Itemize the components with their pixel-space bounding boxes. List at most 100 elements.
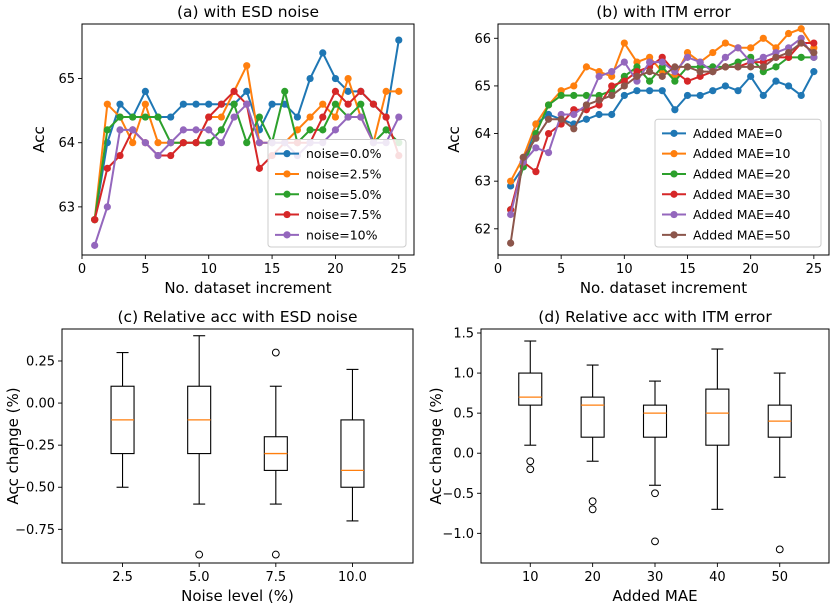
axes-frame [480,328,830,564]
data-point [544,101,553,109]
data-point [608,68,616,76]
data-point [797,91,805,100]
data-point [772,53,780,61]
data-point [721,82,730,90]
legend-swatch-marker [670,231,678,239]
data-point [759,63,767,71]
data-point [129,126,137,134]
x-tick-label: 5 [141,262,149,277]
y-tick-label: 66 [474,32,491,47]
y-tick-label: 65 [474,79,491,94]
legend-label: Added MAE=50 [693,227,790,242]
x-axis-label: Noise level (%) [181,587,294,605]
outlier-point [651,489,659,498]
data-point [217,100,225,108]
y-tick-label: 1.5 [453,327,474,342]
data-point [395,87,403,95]
legend-swatch-marker [670,129,678,137]
data-point [658,87,666,95]
data-point [103,164,111,172]
data-point [357,113,365,121]
legend-frame [267,139,407,248]
outlier-point [651,537,659,546]
data-point [116,151,124,160]
data-point [382,113,390,121]
data-point [205,126,213,134]
y-tick-label: −0.5 [442,487,474,502]
x-tick-label: 0 [78,262,86,277]
legend: Added MAE=0 Added MAE=10 Added MAE=20 Added… [654,118,822,248]
data-point [532,144,540,152]
data-point [154,113,162,121]
data-point [721,53,730,61]
data-point [696,58,704,66]
data-point [570,82,578,90]
box-10 [518,340,543,474]
data-point [658,58,666,66]
data-point [620,39,628,47]
data-point [395,36,403,44]
box-50 [767,372,792,554]
data-point [293,113,302,121]
data-point [747,44,755,52]
data-point [331,126,340,134]
legend-label: Added MAE=30 [693,187,790,202]
data-point [255,164,264,172]
data-point [306,74,314,83]
data-point [141,139,149,147]
data-point [646,58,654,66]
data-point [319,49,327,57]
data-point [544,115,553,123]
box-body [340,419,365,488]
panel-d: (d) Relative acc with ITM error 10 20 30 40 5… [427,308,830,605]
x-tick-label: 5 [557,262,565,277]
outlier-point [588,505,597,514]
data-point [646,77,654,85]
x-tick-label: 25 [391,262,408,277]
data-point [507,177,515,185]
data-point [608,82,616,90]
data-point [633,87,641,95]
legend-swatch-marker [283,150,291,158]
legend-label: noise=7.5% [306,207,382,222]
data-point [759,53,767,61]
data-point [557,91,565,100]
data-point [205,113,213,121]
data-point [319,100,327,108]
data-point [747,63,755,71]
data-point [747,72,755,80]
panel-title: (c) Relative acc with ESD noise [118,308,358,326]
x-axis-label: Added MAE [612,587,697,605]
outlier-point [271,348,280,357]
data-point [544,148,553,157]
panel-c: (c) Relative acc with ESD noise 2.5 5.0 7.5… [4,308,414,605]
x-tick-label: 5.0 [189,570,210,585]
y-tick-label: −0.75 [15,523,55,538]
legend-label: Added MAE=40 [693,207,790,222]
x-tick-label: 50 [771,570,788,585]
data-point [179,126,187,134]
data-point [810,39,818,47]
data-point [709,87,717,95]
data-point [784,82,793,90]
data-point [570,110,578,119]
data-point [721,63,730,71]
legend-swatch-marker [283,210,291,219]
data-point [395,113,403,121]
box-40 [705,348,730,510]
box-5-0 [187,335,212,559]
outlier-point [775,545,784,554]
data-point [382,87,390,95]
outlier-point [588,497,597,506]
data-point [734,87,742,95]
data-point [205,100,213,108]
legend-label: Added MAE=0 [693,126,783,141]
x-tick-label: 40 [709,570,726,585]
y-axis-label: Acc [30,126,48,153]
data-point [141,113,149,121]
y-tick-label: 62 [474,222,491,237]
data-point [217,113,225,121]
data-point [167,113,175,121]
outlier-point [526,465,535,474]
x-tick-label: 2.5 [112,570,133,585]
